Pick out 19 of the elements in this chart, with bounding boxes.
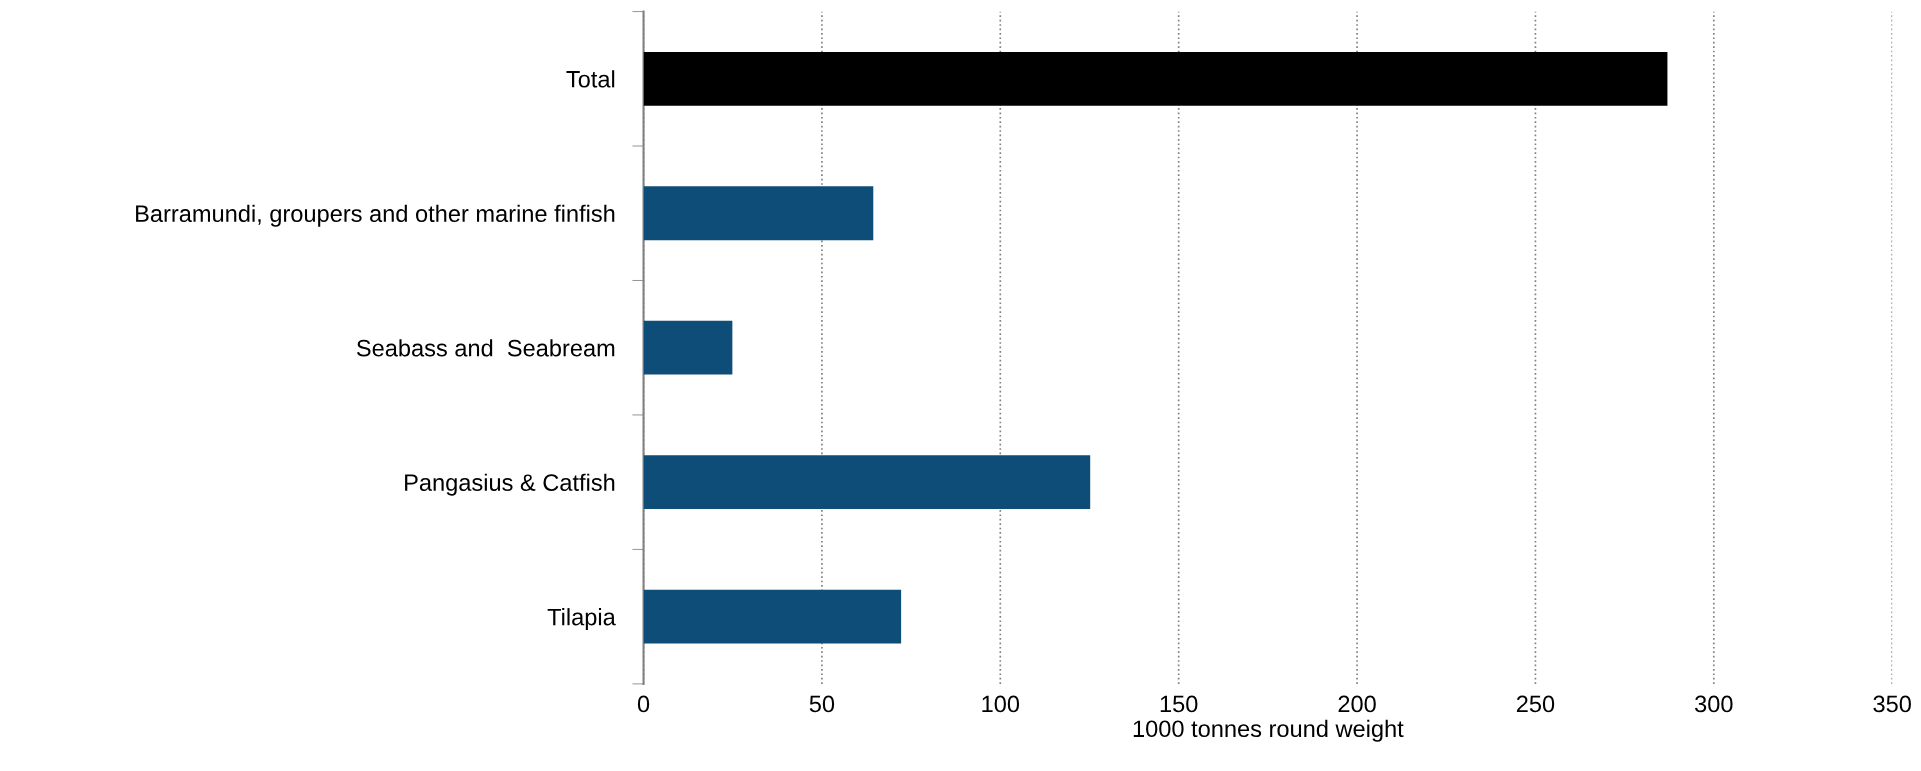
y-tick-label: Total [566, 70, 615, 88]
x-tick-label: 250 [1516, 695, 1555, 713]
y-tick-label: Tilapia [547, 608, 616, 631]
bar [643, 51, 1668, 106]
x-tick-label: 300 [1695, 695, 1733, 713]
x-tick-label: 150 [1160, 695, 1198, 713]
bar [643, 455, 1091, 510]
y-tick-label: Seabass and Seabream [356, 339, 615, 357]
x-tick-label: 0 [637, 695, 650, 713]
x-tick-label: 200 [1338, 695, 1376, 713]
y-tick-label: Pangasius & Catfish [405, 473, 615, 496]
x-tick-label: 350 [1873, 695, 1911, 713]
bar [643, 186, 874, 241]
x-tick-label: 100 [982, 695, 1020, 713]
x-tick-label: 50 [809, 695, 835, 713]
y-tick-label: Barramundi, groupers and other marine finfish [136, 204, 615, 227]
x-axis-title: 1000 tonnes round weight [1133, 719, 1404, 742]
bar [643, 589, 902, 644]
bar [643, 320, 733, 375]
